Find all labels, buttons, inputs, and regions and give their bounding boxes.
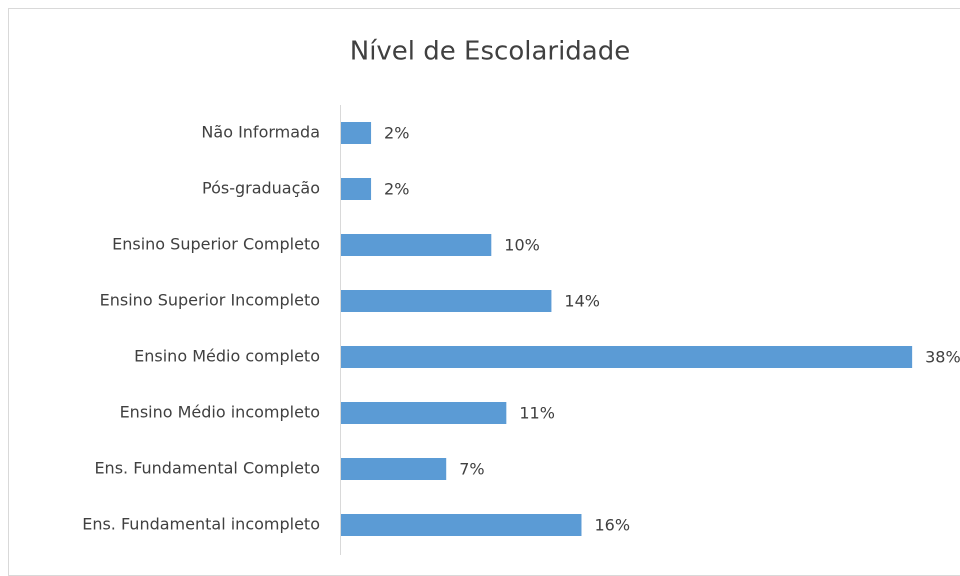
category-label: Pós-graduação: [202, 179, 320, 198]
bar: [341, 234, 492, 256]
category-label: Não Informada: [201, 123, 320, 142]
data-label: 11%: [519, 404, 555, 423]
bar: [341, 346, 913, 368]
category-label: Ensino Superior Completo: [112, 235, 320, 254]
bar: [341, 458, 447, 480]
category-label: Ens. Fundamental incompleto: [82, 515, 320, 534]
data-label: 16%: [594, 516, 630, 535]
data-label: 10%: [504, 236, 540, 255]
category-label: Ensino Superior Incompleto: [100, 291, 320, 310]
category-label: Ensino Médio incompleto: [120, 403, 320, 422]
data-label: 38%: [925, 348, 960, 367]
category-label: Ensino Médio completo: [134, 347, 320, 366]
bar: [341, 402, 507, 424]
bar: [341, 178, 372, 200]
chart-title: Nível de Escolaridade: [350, 37, 631, 67]
data-label: 14%: [564, 292, 600, 311]
bar: [341, 290, 552, 312]
data-label: 7%: [459, 460, 484, 479]
data-label: 2%: [384, 180, 409, 199]
bar: [341, 514, 582, 536]
bar: [341, 122, 372, 144]
category-label: Ens. Fundamental Completo: [94, 459, 320, 478]
data-label: 2%: [384, 124, 409, 143]
